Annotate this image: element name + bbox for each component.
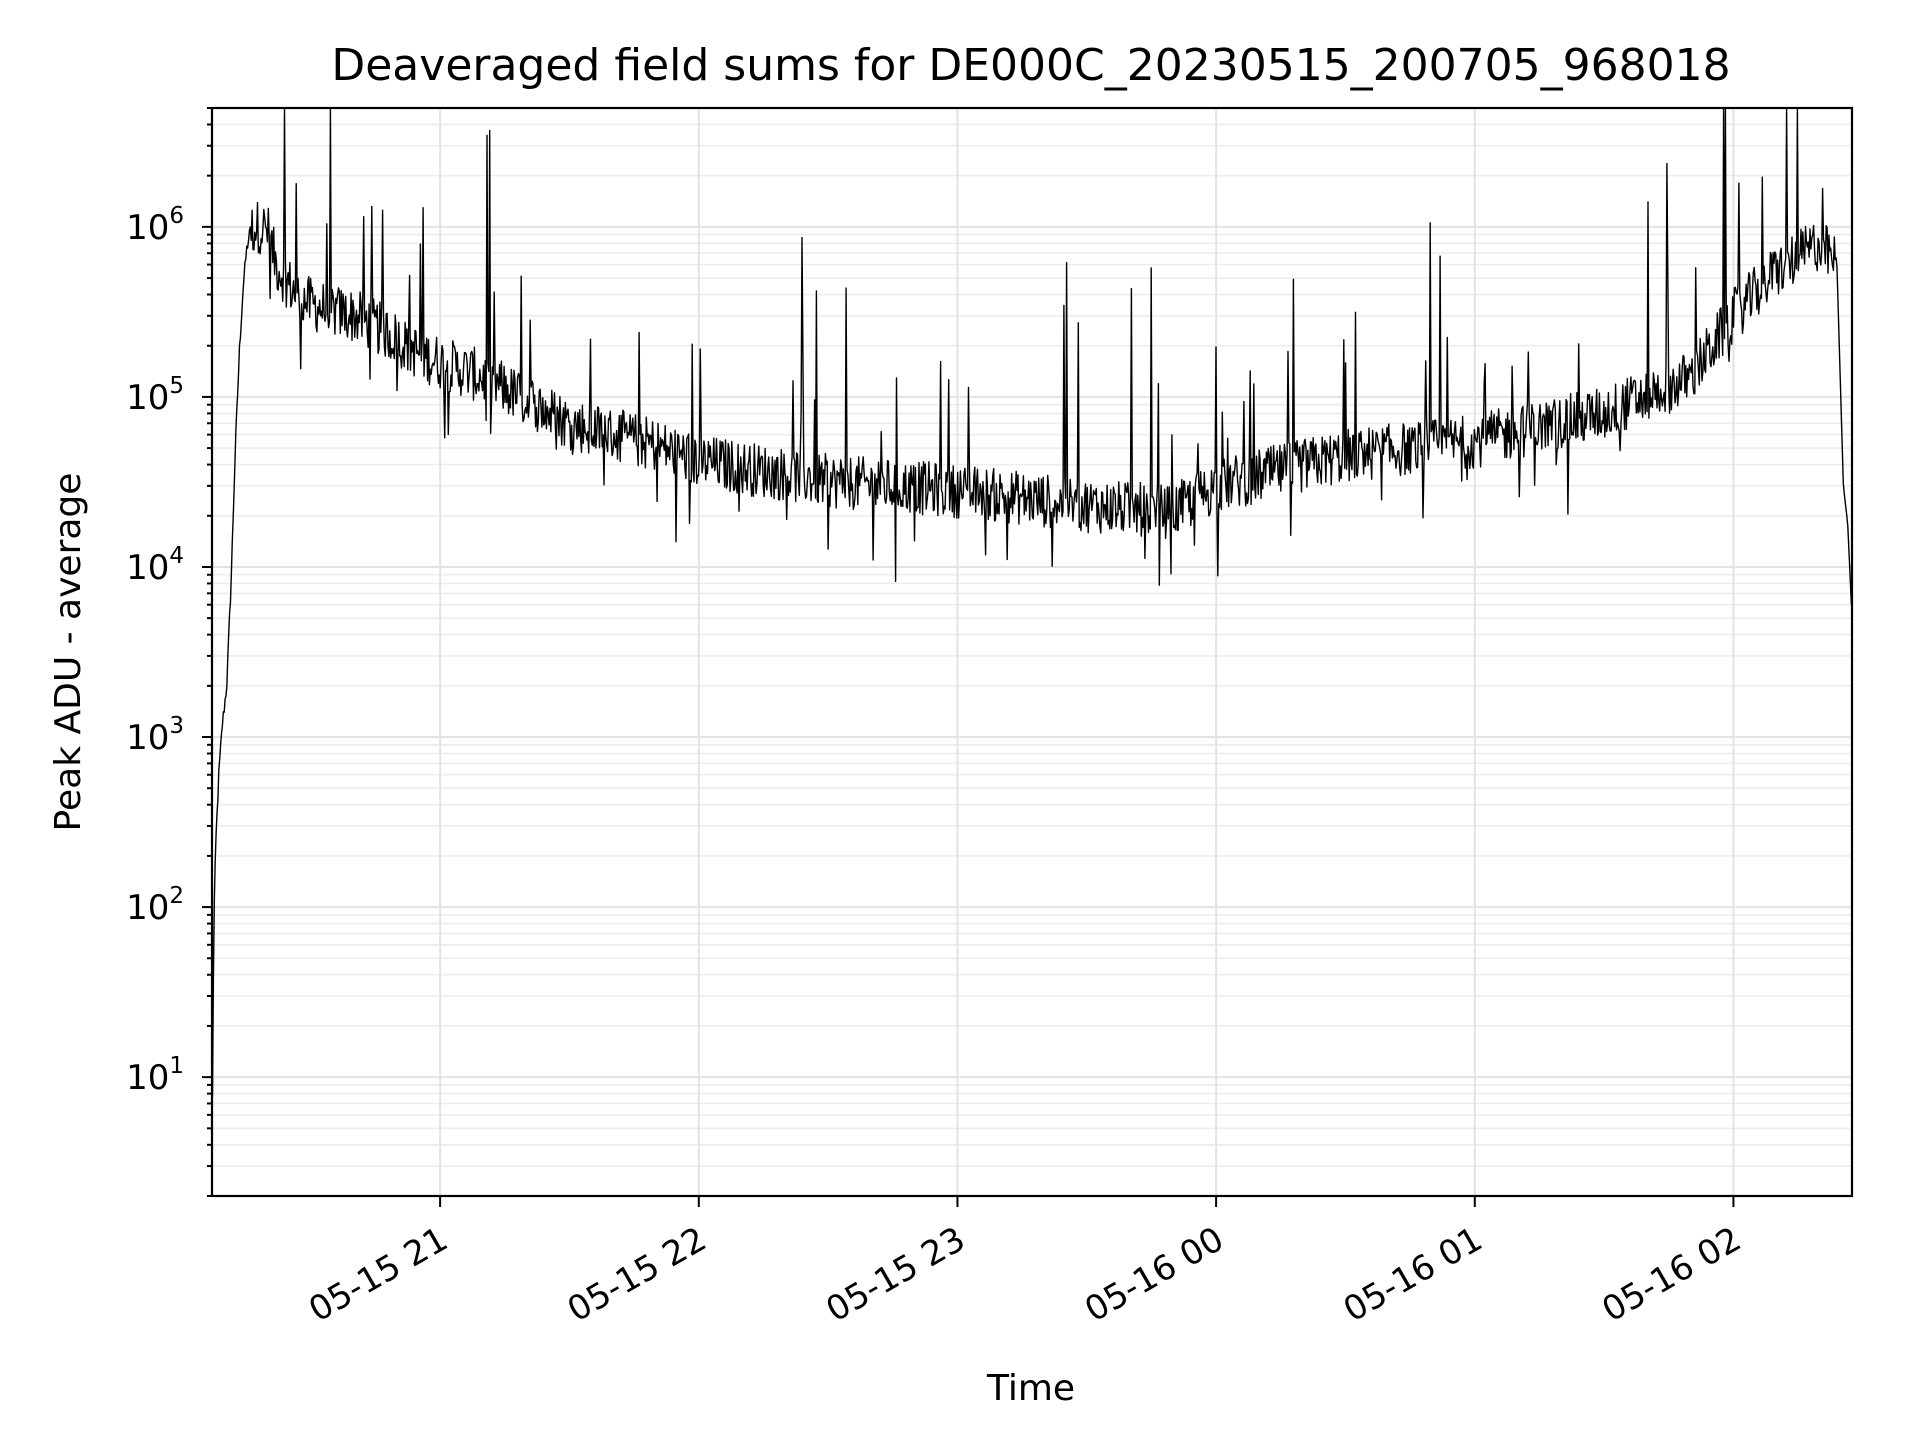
y-tick-exponent: 3 — [169, 713, 184, 739]
y-tick-exponent: 4 — [169, 543, 184, 569]
series-line — [211, 107, 1853, 1097]
y-tick-label: 102 — [126, 883, 184, 928]
x-axis-label: Time — [986, 1368, 1075, 1409]
y-tick-label: 103 — [126, 713, 184, 758]
y-tick-base: 10 — [126, 208, 169, 248]
y-tick-label: 104 — [126, 543, 184, 588]
y-tick-base: 10 — [126, 888, 169, 928]
y-tick-label: 105 — [126, 373, 184, 418]
y-tick-exponent: 1 — [169, 1053, 184, 1079]
y-tick-base: 10 — [126, 718, 169, 758]
chart-title: Deaveraged field sums for DE000C_2023051… — [331, 40, 1730, 91]
y-tick-label: 101 — [126, 1053, 184, 1098]
y-tick-base: 10 — [126, 1058, 169, 1098]
plot-area — [211, 107, 1853, 1097]
y-tick-base: 10 — [126, 548, 169, 588]
y-tick-exponent: 5 — [169, 373, 184, 399]
y-tick-exponent: 2 — [169, 883, 184, 909]
y-tick-base: 10 — [126, 378, 169, 418]
y-tick-exponent: 6 — [169, 203, 184, 229]
axes-frame — [210, 106, 1854, 1198]
y-tick-label: 106 — [126, 203, 184, 248]
y-axis-label: Peak ADU - average — [48, 473, 89, 832]
